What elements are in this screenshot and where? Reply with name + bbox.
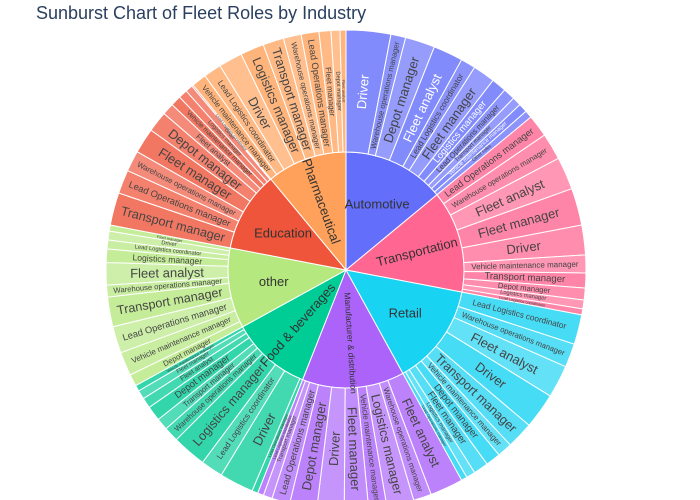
role-label-pharmaceutical-fleet-analyst: Fleet analyst: [341, 80, 346, 104]
role-label-other-logistics-manager: Logistics manager: [132, 252, 202, 266]
role-label-transportation-driver: Driver: [505, 238, 542, 257]
role-slice-pharmaceutical-fleet-analyst[interactable]: [339, 29, 347, 153]
industry-label-automotive: Automotive: [345, 196, 410, 211]
chart-title: Sunburst Chart of Fleet Roles by Industr…: [36, 3, 367, 23]
role-label-manufacturer-distribution-fleet-manager: Fleet manager: [344, 407, 363, 492]
role-label-automotive-driver: Driver: [354, 73, 372, 110]
role-label-pharmaceutical-fleet-manager: Fleet manager: [324, 67, 337, 117]
industry-label-education: Education: [254, 225, 312, 240]
role-label-transportation-transport-manager: Transport manager: [484, 271, 566, 286]
role-label-other-fleet-analyst: Fleet analyst: [130, 265, 204, 281]
role-label-transportation-vehicle-maintenance-manager: Vehicle maintenance manager: [471, 260, 579, 272]
role-label-other-driver: Driver: [161, 240, 177, 248]
industry-label-retail: Retail: [389, 306, 422, 321]
role-label-pharmaceutical-depot-manager: Depot manager: [334, 71, 342, 111]
role-label-other-fleet-manager: Fleet manager: [157, 234, 184, 244]
industry-label-other: other: [259, 274, 289, 289]
role-label-manufacturer-distribution-driver: Driver: [326, 430, 343, 466]
